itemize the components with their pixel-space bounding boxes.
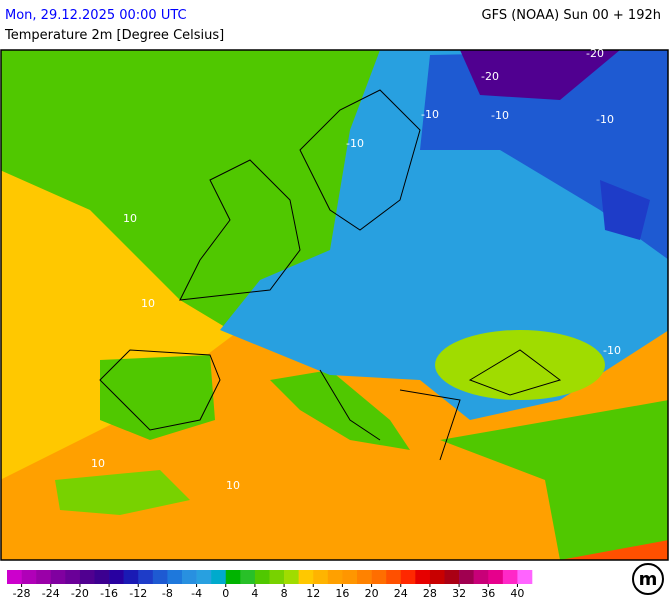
model-run: GFS (NOAA) Sun 00 + 192h	[482, 8, 661, 23]
legend-swatch	[429, 570, 445, 584]
legend-swatch	[473, 570, 489, 584]
legend-swatch	[400, 570, 416, 584]
contour-label: -10	[491, 109, 509, 122]
field	[460, 50, 620, 100]
legend-swatch	[284, 570, 299, 584]
legend-tick-label: -16	[100, 587, 118, 600]
contour-label: -10	[421, 108, 439, 121]
legend-swatch	[269, 570, 285, 584]
legend-swatch	[225, 570, 241, 584]
legend-tick-label: 16	[335, 587, 349, 600]
legend-tick-label: 32	[452, 587, 466, 600]
legend-swatch	[517, 570, 533, 584]
legend-tick-label: 24	[394, 587, 408, 600]
legend-swatch	[444, 570, 460, 584]
legend-swatch	[65, 570, 81, 584]
legend-swatch	[21, 570, 37, 584]
legend-swatch	[182, 570, 197, 584]
legend-tick-label: 40	[510, 587, 524, 600]
field	[600, 180, 650, 240]
legend-swatch	[386, 570, 402, 584]
map: -20 -20 -10 -10 -10 -10 -10 10 10 10 10	[0, 47, 669, 561]
legend-swatch	[459, 570, 474, 584]
legend-tick-label: -8	[162, 587, 173, 600]
legend-tick-label: 8	[281, 587, 288, 600]
legend-tick-label: 0	[222, 587, 229, 600]
legend-tick-label: -20	[71, 587, 89, 600]
contour-label: -10	[346, 137, 364, 150]
logo: m	[632, 563, 664, 595]
legend-swatch	[7, 570, 22, 584]
legend-swatch	[371, 570, 387, 584]
contour-label: 10	[226, 479, 240, 492]
contour-label: -20	[586, 47, 604, 60]
contour-label: -10	[603, 344, 621, 357]
legend-swatch	[254, 570, 270, 584]
legend-swatch	[488, 570, 504, 584]
legend-tick-label: 36	[481, 587, 495, 600]
legend-swatch	[123, 570, 139, 584]
legend: -28 -24 -20 -16 -12 -8 -4 0 4 8 12 16 20 24 28 32 36 40	[7, 570, 533, 600]
legend-tick-label: -4	[191, 587, 202, 600]
legend-tick-label: -28	[13, 587, 31, 600]
legend-swatch	[138, 570, 154, 584]
legend-swatch	[502, 570, 518, 584]
field	[100, 355, 215, 440]
contour-label: 10	[141, 297, 155, 310]
legend-tick-label: 12	[306, 587, 320, 600]
logo-text: m	[639, 569, 658, 590]
legend-swatch	[327, 570, 343, 584]
legend-swatch	[152, 570, 168, 584]
field	[560, 540, 668, 560]
field	[440, 400, 668, 560]
legend-tick-label: -12	[129, 587, 147, 600]
legend-swatch	[94, 570, 110, 584]
legend-swatch	[79, 570, 95, 584]
field	[270, 370, 410, 450]
legend-swatch	[415, 570, 431, 584]
parameter: Temperature 2m [Degree Celsius]	[4, 28, 224, 43]
legend-swatch	[357, 570, 372, 584]
field	[1, 50, 460, 330]
logo-ring	[632, 563, 664, 595]
legend-tick-label: -24	[42, 587, 60, 600]
legend-tick-label: 4	[251, 587, 258, 600]
field	[1, 120, 240, 480]
coastline	[99, 89, 562, 461]
datetime: Mon, 29.12.2025 00:00 UTC	[5, 8, 187, 23]
legend-swatch	[36, 570, 52, 584]
legend-swatch	[313, 570, 329, 584]
legend-swatch	[240, 570, 256, 584]
legend-tick-label: 28	[423, 587, 437, 600]
contour-label: -10	[596, 113, 614, 126]
legend-swatch	[211, 570, 227, 584]
legend-swatch	[167, 570, 183, 584]
field	[55, 470, 190, 515]
contour-label: -20	[481, 70, 499, 83]
legend-swatch	[196, 570, 212, 584]
legend-swatch	[50, 570, 66, 584]
field	[435, 330, 605, 400]
map-frame	[0, 49, 669, 561]
contour-label: 10	[91, 457, 105, 470]
legend-tick-label: 20	[365, 587, 379, 600]
contour-label: 10	[123, 212, 137, 225]
legend-swatch	[298, 570, 314, 584]
legend-swatch	[342, 570, 358, 584]
legend-swatch	[109, 570, 124, 584]
